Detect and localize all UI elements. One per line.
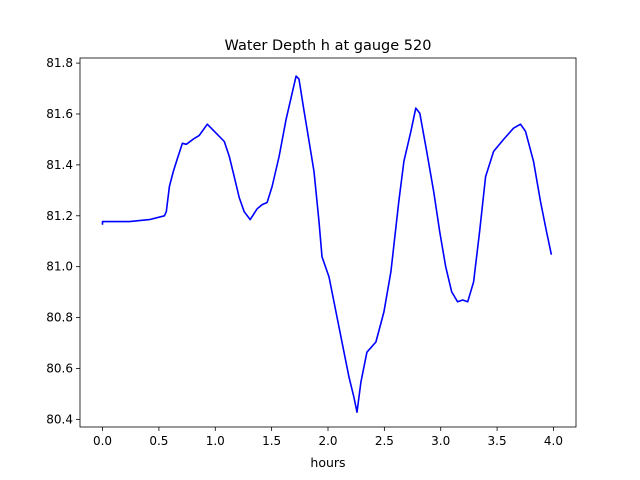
y-tick-label: 80.6	[46, 361, 73, 375]
chart-title: Water Depth h at gauge 520	[225, 38, 432, 54]
x-tick-label: 1.5	[262, 434, 281, 448]
y-tick-label: 80.4	[46, 412, 73, 426]
y-tick-label: 81.8	[46, 56, 73, 70]
y-tick-label: 80.8	[46, 311, 73, 325]
y-axis-ticks: 80.4 80.6 80.8 81.0 81.2 81.4 81.6 81.8	[46, 56, 80, 426]
axes-frame	[79, 57, 577, 428]
y-tick-label: 81.2	[46, 209, 73, 223]
x-tick-label: 1.0	[206, 434, 225, 448]
x-tick-label: 3.0	[431, 434, 450, 448]
x-tick-label: 3.5	[488, 434, 507, 448]
x-axis-label: hours	[310, 455, 345, 470]
x-axis-ticks: 0.0 0.5 1.0 1.5 2.0 2.5 3.0 3.5 4.0	[93, 427, 563, 448]
series-line-h	[101, 75, 553, 414]
series-points	[102, 76, 552, 413]
x-tick-label: 2.0	[318, 434, 337, 448]
x-tick-label: 0.5	[149, 434, 168, 448]
y-tick-label: 81.0	[46, 260, 73, 274]
x-tick-label: 4.0	[544, 434, 563, 448]
y-tick-label: 81.6	[46, 107, 73, 121]
x-tick-label: 2.5	[375, 434, 394, 448]
x-tick-label: 0.0	[93, 434, 112, 448]
y-tick-label: 81.4	[46, 158, 73, 172]
